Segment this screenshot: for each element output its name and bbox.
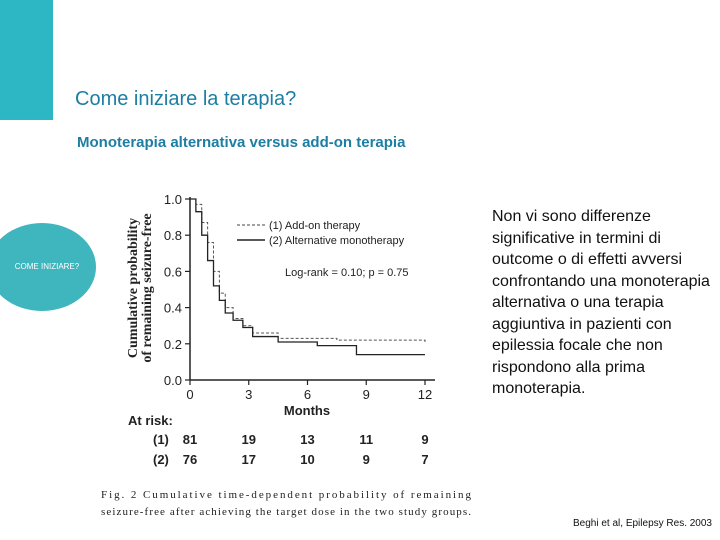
citation: Beghi et al, Epilepsy Res. 2003 xyxy=(573,518,712,529)
logrank-annotation: Log-rank = 0.10; p = 0.75 xyxy=(285,267,409,279)
at-risk-value: 81 xyxy=(183,432,197,447)
y-axis-label-line2: of remaining seizure-free xyxy=(140,213,155,362)
section-circle: COME INIZIARE? xyxy=(0,223,96,311)
slide-subtitle: Monoterapia alternativa versus add-on te… xyxy=(77,134,406,151)
x-tick-label: 6 xyxy=(304,387,311,402)
y-axis-label-line1: Cumulative probability xyxy=(126,218,141,358)
slide-title: Come iniziare la terapia? xyxy=(75,88,297,110)
x-tick-label: 9 xyxy=(363,387,370,402)
chart-legend: (1) Add-on therapy (2) Alternative monot… xyxy=(237,220,405,247)
y-tick-label: 0.8 xyxy=(164,228,182,243)
at-risk-value: 10 xyxy=(300,452,314,467)
x-axis-label: Months xyxy=(284,403,330,418)
at-risk-value: 19 xyxy=(242,432,256,447)
axis-ticks: 0.0 0.2 0.4 0.6 0.8 1.0 0 3 6 9 12 xyxy=(164,192,432,402)
at-risk-group-label: (2) xyxy=(153,452,169,467)
y-tick-label: 0.0 xyxy=(164,373,182,388)
y-tick-label: 1.0 xyxy=(164,192,182,207)
at-risk-value: 7 xyxy=(421,452,428,467)
at-risk-table: At risk: (1) 81 19 13 11 9 (2) 76 17 10 9 7 xyxy=(128,413,429,467)
at-risk-value: 9 xyxy=(421,432,428,447)
section-label: COME INIZIARE? xyxy=(14,262,80,271)
y-tick-label: 0.6 xyxy=(164,264,182,279)
legend-entry-monotherapy: (2) Alternative monotherapy xyxy=(269,235,405,247)
at-risk-value: 17 xyxy=(242,452,256,467)
survival-chart: 0.0 0.2 0.4 0.6 0.8 1.0 0 3 6 9 12 Cumulative prob… xyxy=(101,192,472,518)
y-tick-label: 0.2 xyxy=(164,337,182,352)
y-tick-label: 0.4 xyxy=(164,301,182,316)
figure-caption-line2: seizure-free after achieving the target … xyxy=(101,506,471,518)
x-tick-label: 3 xyxy=(245,387,252,402)
series-line-monotherapy xyxy=(190,198,425,356)
at-risk-group-label: (1) xyxy=(153,432,169,447)
legend-entry-add-on: (1) Add-on therapy xyxy=(269,220,361,232)
figure-caption-line1: Fig. 2 Cumulative time-dependent probabi… xyxy=(101,489,472,501)
at-risk-value: 13 xyxy=(300,432,314,447)
series-layer xyxy=(190,198,426,356)
at-risk-label: At risk: xyxy=(128,413,173,428)
x-tick-label: 12 xyxy=(418,387,432,402)
accent-bar xyxy=(0,0,53,120)
x-tick-label: 0 xyxy=(186,387,193,402)
at-risk-value: 76 xyxy=(183,452,197,467)
at-risk-value: 11 xyxy=(359,432,373,447)
at-risk-value: 9 xyxy=(363,452,370,467)
body-text: Non vi sono differenze significative in … xyxy=(492,208,710,397)
